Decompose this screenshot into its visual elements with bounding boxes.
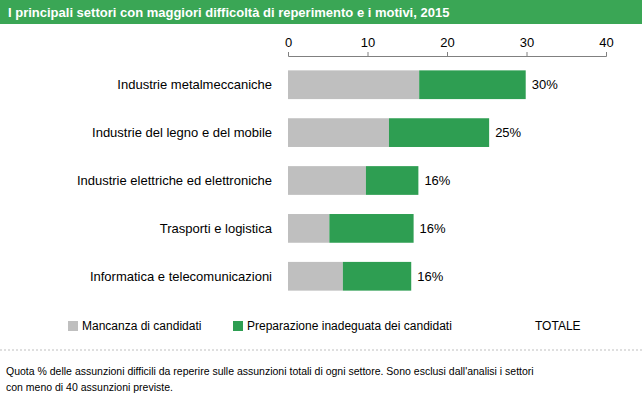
bar: [419, 70, 526, 99]
bar: [288, 118, 389, 147]
footnote: Quota % delle assunzioni difficili da re…: [6, 365, 534, 393]
footnote-line: Quota % delle assunzioni difficili da re…: [6, 365, 534, 377]
data-labels: 30% 25% 16% 16% 16%: [417, 77, 558, 284]
x-tick-label: 20: [440, 35, 454, 50]
y-tick-label: Industrie del legno e del mobile: [92, 125, 272, 140]
bar: [288, 166, 366, 195]
x-tick-mark: [606, 52, 607, 56]
bar: [288, 214, 329, 243]
bar: [389, 118, 489, 147]
legend-label: Mancanza di candidati: [82, 319, 201, 333]
y-tick-label: Trasporti e logistica: [160, 221, 273, 236]
title: I principali settori con maggiori diffic…: [8, 5, 449, 20]
x-tick-label: 40: [599, 35, 613, 50]
legend: Mancanza di candidati Preparazione inadeg…: [68, 319, 581, 333]
x-axis-line: [289, 52, 607, 57]
chart: I principali settori con maggiori diffic…: [0, 0, 642, 406]
x-tick: 0: [285, 35, 292, 56]
y-axis: Industrie metalmeccaniche Industrie del l…: [77, 77, 273, 284]
bar: [329, 214, 413, 243]
bar: [288, 70, 419, 99]
x-tick: 20: [440, 35, 454, 56]
y-tick-label: Industrie metalmeccaniche: [117, 77, 272, 92]
legend-label: Preparazione inadeguata dei candidati: [247, 319, 452, 333]
data-label: 16%: [417, 269, 443, 284]
bar: [343, 262, 411, 291]
separator: [0, 350, 642, 351]
data-label: 30%: [532, 77, 558, 92]
footnote-line: con meno di 40 assunzioni previste.: [6, 381, 173, 393]
x-tick-mark: [447, 52, 448, 56]
legend-label: TOTALE: [535, 319, 581, 333]
title-banner: [0, 0, 642, 24]
bar: [288, 262, 343, 291]
x-tick-label: 0: [285, 35, 292, 50]
bars: [288, 70, 526, 290]
data-label: 25%: [495, 125, 521, 140]
data-label: 16%: [424, 173, 450, 188]
y-tick-label: Informatica e telecomunicazioni: [90, 269, 272, 284]
data-label: 16%: [420, 221, 446, 236]
legend-swatch: [233, 321, 243, 331]
bar: [366, 166, 418, 195]
x-tick: 40: [599, 35, 613, 56]
x-tick-label: 10: [361, 35, 375, 50]
y-tick-label: Industrie elettriche ed elettroniche: [77, 173, 272, 188]
x-tick-mark: [527, 52, 528, 56]
x-axis: 0 10 20 30 40: [285, 35, 614, 57]
legend-swatch: [68, 321, 78, 331]
x-tick-label: 30: [520, 35, 534, 50]
x-tick: 10: [361, 35, 375, 56]
x-tick: 30: [520, 35, 534, 56]
x-tick-mark: [288, 52, 289, 56]
x-tick-mark: [368, 52, 369, 56]
